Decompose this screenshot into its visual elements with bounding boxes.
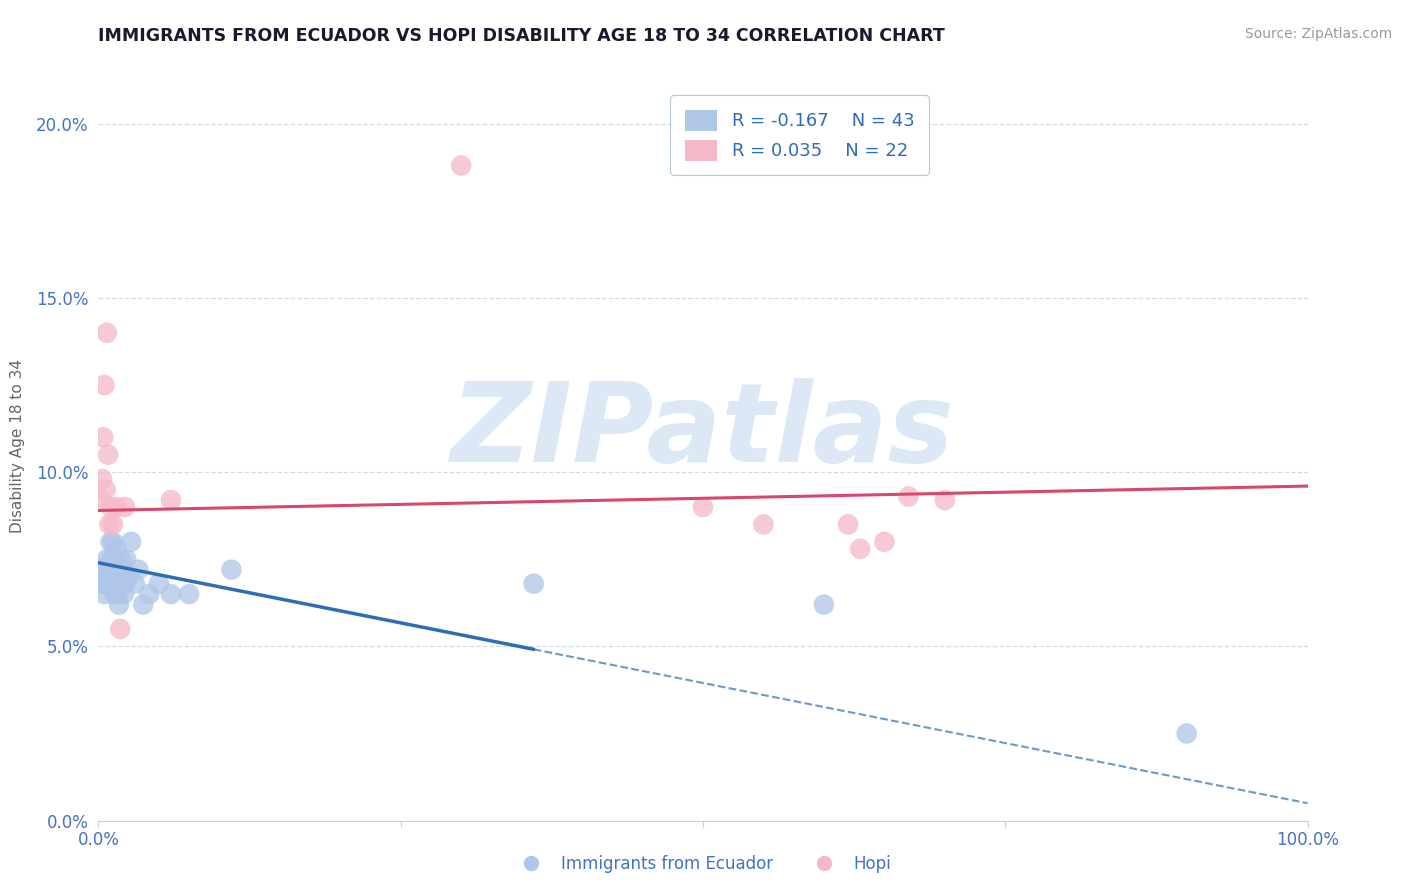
Point — [132, 598, 155, 612]
Point — [93, 587, 115, 601]
Point — [103, 587, 125, 601]
Point — [160, 493, 183, 508]
Point — [120, 534, 142, 549]
Point — [98, 570, 121, 584]
Point — [94, 559, 117, 574]
Point — [108, 576, 131, 591]
Point — [96, 326, 118, 340]
Point — [179, 587, 201, 601]
Point — [101, 552, 124, 566]
Text: IMMIGRANTS FROM ECUADOR VS HOPI DISABILITY AGE 18 TO 34 CORRELATION CHART: IMMIGRANTS FROM ECUADOR VS HOPI DISABILI… — [98, 27, 945, 45]
Point — [752, 517, 775, 532]
Point — [934, 493, 956, 508]
Point — [100, 500, 122, 514]
Point — [160, 587, 183, 601]
Point — [91, 570, 114, 584]
Legend: R = -0.167    N = 43, R = 0.035    N = 22: R = -0.167 N = 43, R = 0.035 N = 22 — [671, 95, 929, 175]
Point — [96, 552, 118, 566]
Point — [118, 570, 141, 584]
Point — [837, 517, 859, 532]
Point — [100, 559, 122, 574]
Point — [90, 576, 112, 591]
Point — [103, 570, 125, 584]
Point — [115, 552, 138, 566]
Point — [124, 576, 146, 591]
Point — [221, 563, 243, 577]
Point — [849, 541, 872, 556]
Legend: Immigrants from Ecuador, Hopi: Immigrants from Ecuador, Hopi — [508, 848, 898, 880]
Point — [105, 576, 128, 591]
Point — [114, 500, 136, 514]
Point — [91, 430, 114, 444]
Point — [813, 598, 835, 612]
Point — [112, 587, 135, 601]
Point — [93, 378, 115, 392]
Point — [101, 534, 124, 549]
Point — [138, 587, 160, 601]
Point — [105, 500, 128, 514]
Point — [107, 563, 129, 577]
Point — [91, 563, 114, 577]
Point — [110, 552, 132, 566]
Point — [97, 576, 120, 591]
Point — [1175, 726, 1198, 740]
Point — [90, 493, 112, 508]
Point — [101, 517, 124, 532]
Point — [111, 563, 134, 577]
Point — [873, 534, 896, 549]
Point — [450, 158, 472, 172]
Text: Source: ZipAtlas.com: Source: ZipAtlas.com — [1244, 27, 1392, 41]
Point — [94, 483, 117, 497]
Point — [100, 534, 122, 549]
Point — [127, 563, 149, 577]
Point — [108, 598, 131, 612]
Point — [692, 500, 714, 514]
Point — [105, 541, 128, 556]
Point — [114, 576, 136, 591]
Point — [98, 517, 121, 532]
Point — [897, 490, 920, 504]
Point — [107, 587, 129, 601]
Point — [108, 576, 131, 591]
Point — [104, 559, 127, 574]
Point — [104, 587, 127, 601]
Point — [91, 472, 114, 486]
Point — [96, 576, 118, 591]
Point — [108, 622, 131, 636]
Text: ZIPatlas: ZIPatlas — [451, 377, 955, 484]
Point — [97, 448, 120, 462]
Y-axis label: Disability Age 18 to 34: Disability Age 18 to 34 — [10, 359, 25, 533]
Point — [523, 576, 546, 591]
Point — [148, 576, 170, 591]
Point — [100, 552, 122, 566]
